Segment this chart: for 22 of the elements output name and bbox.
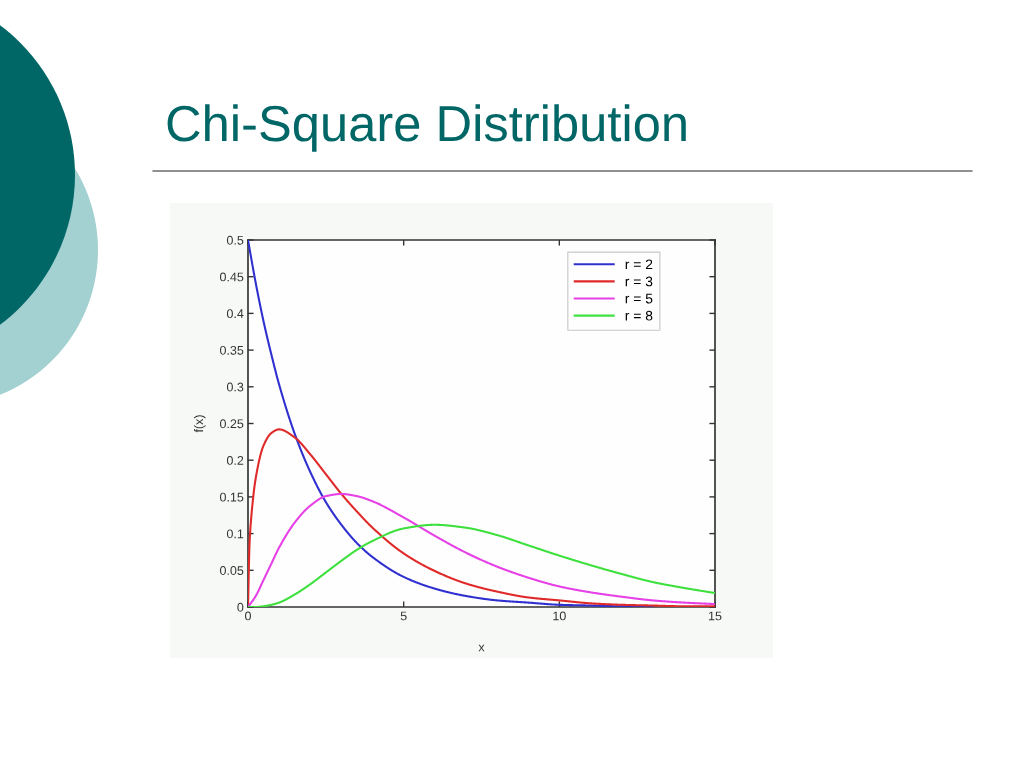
x-axis-title: x xyxy=(478,644,485,652)
legend-label: r = 8 xyxy=(625,310,653,321)
chart-title: Chi-Square Distribution xyxy=(167,104,686,152)
y-tick-label: 0.2 xyxy=(226,456,244,465)
y-tick-label: 0 xyxy=(237,602,244,612)
y-axis-title: f(x) xyxy=(193,415,206,433)
y-tick-label: 0.1 xyxy=(226,529,244,539)
legend-label: r = 2 xyxy=(625,259,653,270)
x-tick-label: 5 xyxy=(400,611,407,621)
y-tick-label: 0.3 xyxy=(226,382,244,392)
legend-label: r = 5 xyxy=(625,293,653,304)
y-tick-label: 0.15 xyxy=(220,492,244,502)
y-tick-label: 0.45 xyxy=(220,272,244,282)
y-tick-label: 0.25 xyxy=(220,419,244,429)
x-tick-label: 10 xyxy=(553,611,566,621)
legend-label: r = 3 xyxy=(625,276,653,287)
y-tick-label: 0.35 xyxy=(220,345,244,355)
x-tick-label: 15 xyxy=(709,611,722,621)
x-tick-label: 0 xyxy=(245,611,251,621)
y-tick-label: 0.5 xyxy=(226,235,244,245)
y-tick-label: 0.4 xyxy=(226,309,244,319)
y-tick-label: 0.05 xyxy=(220,566,244,575)
